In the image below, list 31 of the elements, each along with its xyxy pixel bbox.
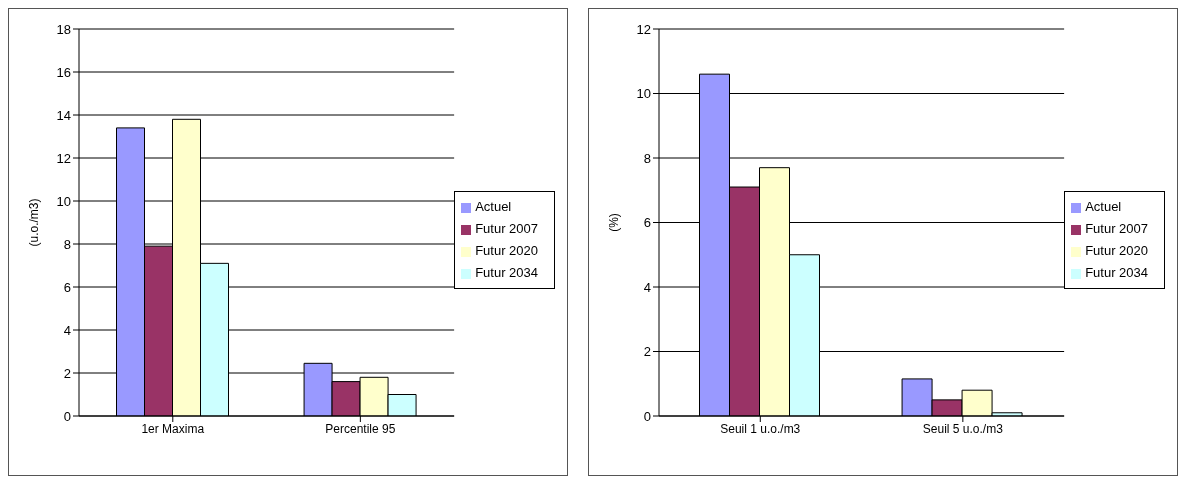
y-tick-label: 18 [56, 21, 71, 37]
y-tick-label: 0 [63, 408, 71, 424]
y-tick-label: 14 [56, 107, 71, 123]
y-axis-title: (%) [607, 213, 622, 232]
legend-label: Actuel [1085, 199, 1122, 214]
y-tick-label: 12 [636, 21, 651, 37]
legend-label: Futur 2020 [1085, 243, 1148, 258]
y-tick-label: 12 [56, 150, 71, 166]
y-axis-title: (u.o./m3) [27, 198, 42, 247]
legend-label: Futur 2007 [475, 221, 538, 236]
legend-label: Futur 2007 [1085, 221, 1148, 236]
x-tick-label: Percentile 95 [325, 421, 396, 436]
y-tick-label: 4 [643, 279, 651, 295]
x-tick-label: Seuil 5 u.o./m3 [922, 421, 1004, 436]
y-tick-label: 4 [63, 322, 71, 338]
x-tick-label: Seuil 1 u.o./m3 [720, 421, 801, 436]
y-tick-label: 16 [56, 64, 71, 80]
y-tick-label: 6 [643, 215, 651, 231]
y-tick-label: 2 [63, 365, 71, 381]
legend-label: Futur 2034 [475, 265, 538, 280]
y-tick-label: 0 [643, 408, 651, 424]
x-tick-label: 1er Maxima [141, 421, 205, 436]
y-tick-label: 8 [63, 236, 71, 252]
y-tick-label: 2 [643, 344, 651, 360]
legend-label: Futur 2020 [475, 243, 538, 258]
y-tick-label: 6 [63, 279, 71, 295]
y-tick-label: 8 [643, 150, 651, 166]
legend-label: Futur 2034 [1085, 265, 1148, 280]
legend-label: Actuel [475, 199, 512, 214]
y-tick-label: 10 [56, 193, 71, 209]
y-tick-label: 10 [636, 86, 651, 102]
